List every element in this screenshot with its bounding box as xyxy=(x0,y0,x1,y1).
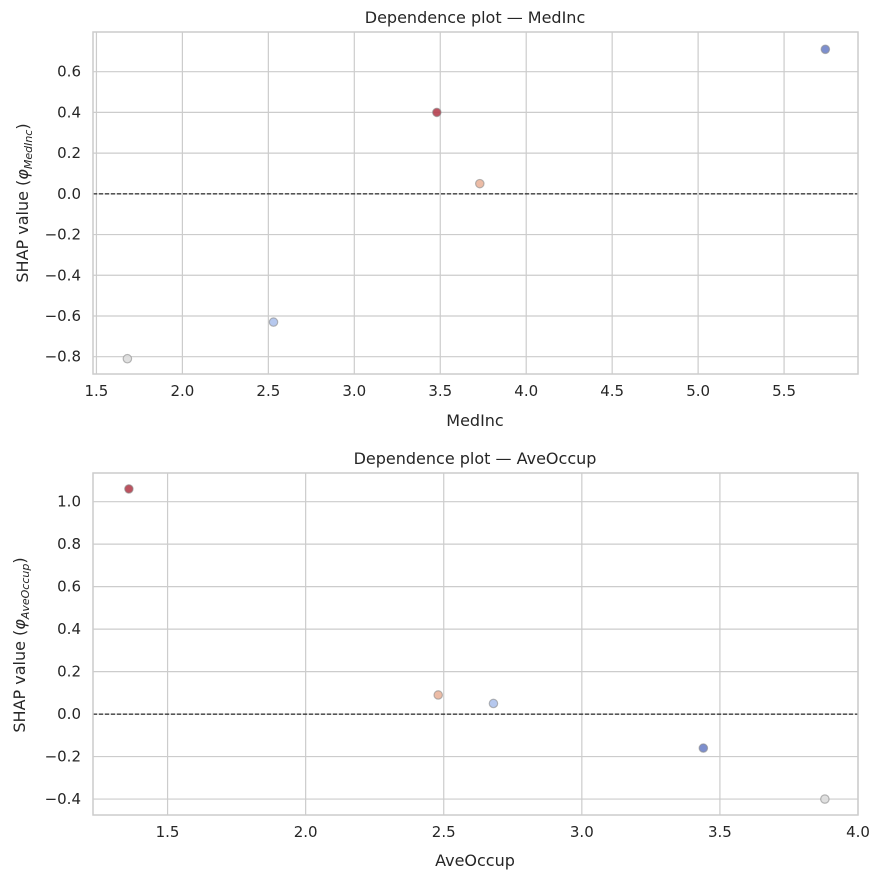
scatter-point xyxy=(698,743,709,753)
y-tick-label: 0.4 xyxy=(57,103,81,121)
y-tick-label: −0.4 xyxy=(45,790,81,808)
x-tick-label: 3.0 xyxy=(570,823,594,841)
x-tick-label: 1.5 xyxy=(156,823,180,841)
x-tick-label: 4.0 xyxy=(514,382,538,400)
y-tick-label: 0.2 xyxy=(57,144,81,162)
scatter-point xyxy=(122,353,133,364)
y-tick-label: −0.2 xyxy=(45,748,81,766)
y-tick-label: −0.2 xyxy=(45,226,81,244)
y-tick-label: −0.8 xyxy=(45,348,81,366)
y-tick-label: 0.2 xyxy=(57,663,81,681)
x-tick-label: 3.5 xyxy=(708,823,732,841)
scatter-point xyxy=(488,698,499,709)
x-tick-label: 3.0 xyxy=(342,382,366,400)
plot-frame xyxy=(92,31,859,375)
scatter-point xyxy=(474,178,485,189)
aveoccup-dependence-panel: Dependence plot — AveOccup 1.5 2.0 2.5 3.0 3… xyxy=(10,449,870,870)
x-tick-label: 4.0 xyxy=(846,823,870,841)
scatter-point xyxy=(268,317,279,327)
scatter-point xyxy=(820,794,830,804)
y-tick-label: 0.8 xyxy=(57,535,81,553)
x-tick-label: 2.0 xyxy=(170,382,194,400)
y-tick-label: 0.6 xyxy=(57,63,81,81)
scatter-point xyxy=(433,690,444,700)
medinc-dependence-panel: Dependence plot — MedInc 1.5 2.0 2.5 3.0 3.5… xyxy=(13,8,859,430)
y-tick-label: −0.6 xyxy=(45,307,81,325)
plot-frame xyxy=(92,472,859,816)
x-tick-label: 5.0 xyxy=(686,382,710,400)
x-tick-label: 3.5 xyxy=(428,382,452,400)
y-tick-label: 0.6 xyxy=(57,578,81,596)
x-tick-label: 2.5 xyxy=(256,382,280,400)
x-tick-label: 5.5 xyxy=(772,382,796,400)
y-tick-label: 0.4 xyxy=(57,620,81,638)
y-tick-label: −0.4 xyxy=(45,266,81,284)
y-axis-label: SHAP value (φMedInc) xyxy=(13,123,35,282)
chart-title: Dependence plot — AveOccup xyxy=(354,449,597,468)
y-tick-label: 0.0 xyxy=(57,705,81,723)
x-axis-label: AveOccup xyxy=(435,851,515,870)
y-axis-label: SHAP value (φAveOccup) xyxy=(10,557,32,732)
y-tick-label: 0.0 xyxy=(57,185,81,203)
x-tick-label: 4.5 xyxy=(600,382,624,400)
scatter-point xyxy=(820,44,831,55)
scatter-point xyxy=(432,107,442,118)
x-tick-label: 2.0 xyxy=(294,823,318,841)
x-tick-label: 1.5 xyxy=(85,382,109,400)
scatter-point xyxy=(124,484,134,494)
x-axis-label: MedInc xyxy=(446,411,503,430)
y-tick-label: 1.0 xyxy=(57,493,81,511)
x-tick-label: 2.5 xyxy=(432,823,456,841)
chart-title: Dependence plot — MedInc xyxy=(365,8,585,27)
